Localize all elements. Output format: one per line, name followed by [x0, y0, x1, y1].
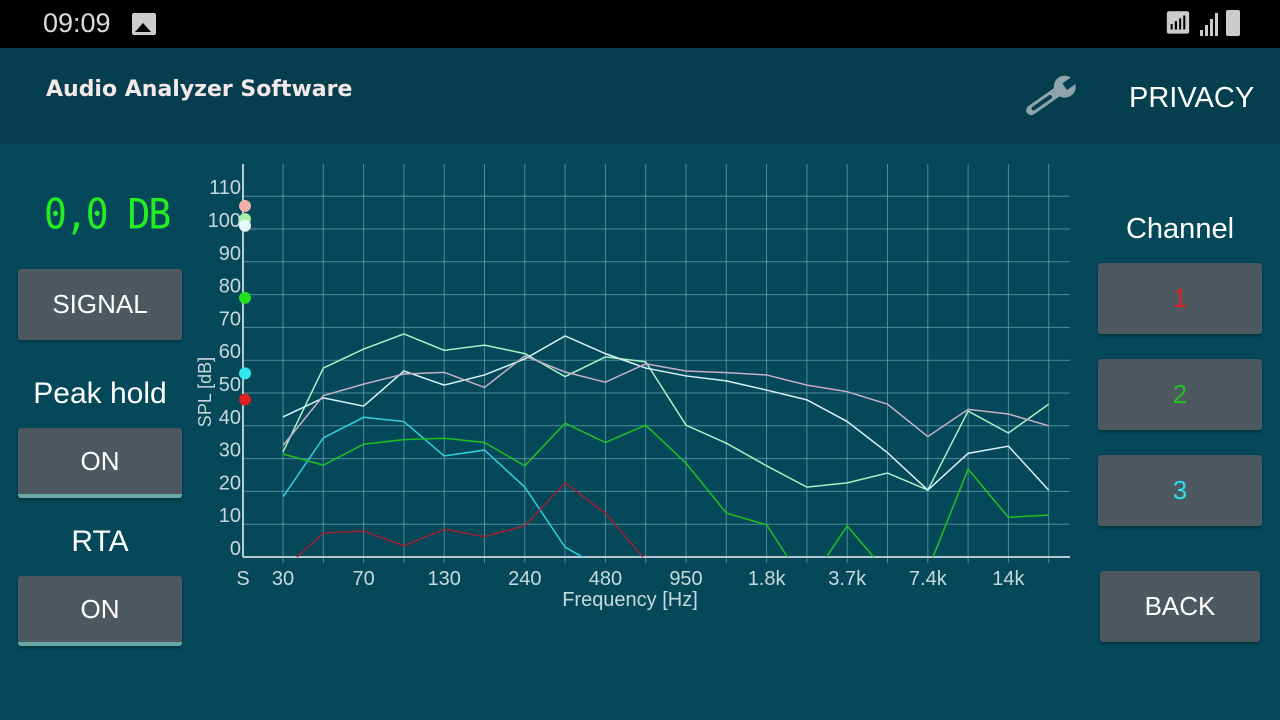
x-tick-label: 130 [428, 568, 461, 590]
app-title: Audio Analyzer Software [46, 77, 353, 102]
y-tick-label: 0 [230, 538, 241, 560]
y-tick-label: 10 [219, 505, 241, 527]
y-tick-label: 110 [209, 177, 241, 199]
x-tick-label: 30 [272, 568, 294, 590]
rta-toggle[interactable]: ON [18, 576, 182, 646]
image-icon [132, 13, 156, 35]
channel-2-label: 2 [1172, 379, 1188, 409]
y-tick-label: 80 [219, 276, 241, 298]
series-line-5 [282, 422, 1049, 557]
wifi-icon: 📶︎ [1164, 10, 1192, 35]
channel-1-button[interactable]: 1 [1098, 263, 1262, 334]
y-tick-label: 20 [219, 472, 241, 494]
channel-label: Channel [1125, 213, 1235, 245]
y-tick-label: 60 [219, 341, 241, 363]
y-tick-label: 70 [219, 308, 241, 330]
series-line-2 [282, 335, 1050, 492]
y-tick-label: 100 [208, 210, 241, 232]
wrench-icon[interactable] [1018, 74, 1082, 120]
x-axis-label: Frequency [Hz] [562, 589, 698, 611]
x-tick-label: 950 [669, 568, 702, 590]
y-axis-label: SPL [dB] [195, 357, 215, 427]
series-line-3 [282, 355, 1049, 446]
channel-3-label: 3 [1172, 475, 1188, 505]
peak-marker [239, 393, 251, 406]
peak-marker [239, 367, 251, 380]
status-bar: 09:09 📶︎ [0, 0, 1280, 48]
peak-hold-toggle[interactable]: ON [18, 428, 182, 498]
peak-hold-label: Peak hold [33, 377, 167, 410]
series-line-4 [282, 416, 584, 557]
series-line-6 [296, 481, 644, 557]
x-tick-label: S [236, 568, 249, 590]
channel-3-button[interactable]: 3 [1098, 455, 1262, 526]
y-tick-label: 50 [219, 374, 241, 396]
series-line-1 [282, 333, 1050, 492]
y-tick-label: 40 [219, 407, 241, 429]
clock: 09:09 [43, 8, 111, 38]
channel-1-label: 1 [1172, 283, 1188, 313]
battery-icon [1226, 10, 1240, 36]
signal-icon [1200, 12, 1218, 36]
peak-marker [239, 291, 251, 304]
peak-marker [239, 219, 251, 232]
level-display: 0,0 DB [44, 189, 171, 239]
x-tick-label: 7.4k [909, 568, 948, 590]
x-tick-label: 1.8k [748, 568, 787, 590]
y-tick-label: 90 [219, 243, 241, 265]
rta-label: RTA [71, 525, 129, 558]
signal-button[interactable]: SIGNAL [18, 269, 182, 340]
x-tick-label: 240 [508, 568, 541, 590]
x-tick-label: 14k [992, 568, 1025, 590]
x-tick-label: 480 [589, 568, 622, 590]
peak-marker [239, 200, 251, 213]
peak-marker [239, 213, 251, 226]
back-button[interactable]: BACK [1100, 571, 1260, 642]
x-tick-label: 70 [352, 568, 374, 590]
channel-2-button[interactable]: 2 [1098, 359, 1262, 430]
y-tick-label: 30 [219, 440, 241, 462]
privacy-button[interactable]: PRIVACY [1129, 82, 1255, 114]
x-tick-label: 3.7k [828, 568, 867, 590]
